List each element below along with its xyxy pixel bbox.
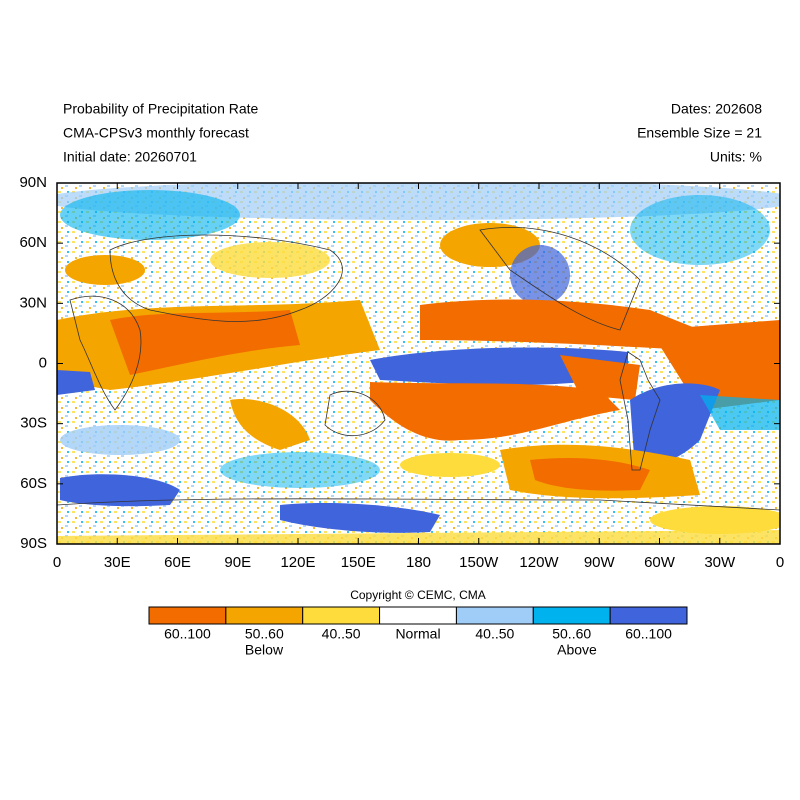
legend-swatch — [455, 606, 534, 625]
title-line: CMA-CPSv3 monthly forecast — [63, 125, 249, 141]
info-line: Units: % — [710, 149, 762, 165]
legend-swatch — [302, 606, 381, 625]
lat-label: 30N — [19, 294, 47, 311]
legend: 60..100 50..60 40..50 Normal 40..50 50..60 60.… — [148, 606, 688, 642]
blue-patch — [630, 195, 770, 265]
yellow-patch — [400, 453, 500, 477]
blue-region — [630, 383, 720, 470]
blue-region — [280, 503, 440, 533]
lon-label: 30E — [104, 554, 131, 571]
lat-label: 30S — [20, 415, 47, 432]
lat-label: 90S — [20, 535, 47, 552]
info-line: Dates: 202608 — [671, 101, 762, 117]
yellow-patch — [650, 506, 780, 534]
blue-patch — [510, 245, 570, 305]
legend-label: 60..100 — [625, 626, 672, 642]
orange-region — [370, 382, 620, 441]
orange-region — [650, 320, 780, 410]
blue-patch — [220, 452, 380, 488]
lat-label: 60S — [20, 475, 47, 492]
legend-group: Above — [557, 642, 597, 658]
legend-swatch — [225, 606, 304, 625]
info-line: Ensemble Size = 21 — [637, 125, 762, 141]
blue-patch — [60, 425, 180, 455]
legend-swatch — [148, 606, 227, 625]
coastline — [57, 498, 780, 511]
lon-label: 90W — [584, 554, 616, 571]
lon-label: 30W — [704, 554, 736, 571]
lon-label: 120E — [280, 554, 315, 571]
lon-label: 150W — [459, 554, 499, 571]
legend-swatch — [379, 606, 457, 625]
lon-label: 150E — [341, 554, 376, 571]
coastline — [479, 227, 641, 331]
blue-region — [700, 395, 780, 430]
orange-region — [560, 355, 640, 400]
map-field — [57, 183, 780, 544]
lon-label: 90E — [224, 554, 251, 571]
lat-label: 0 — [39, 354, 47, 371]
coastline — [324, 390, 386, 437]
blue-region — [57, 370, 95, 395]
axis-ticks: 90N 60N 30N 0 30S 60S 90S 0 30E 60E 90E 120E 150E 180… — [19, 174, 784, 571]
copyright: Copyright © CEMC, CMA — [350, 588, 486, 602]
coastline — [109, 234, 343, 322]
lon-label: 120W — [519, 554, 559, 571]
coastline — [69, 296, 142, 411]
orange-patch — [440, 223, 540, 267]
blue-patch — [60, 190, 240, 240]
lon-label: 60W — [644, 554, 676, 571]
orange-region — [530, 458, 650, 491]
orange-region — [420, 299, 700, 350]
lon-label: 60E — [164, 554, 191, 571]
legend-label: 50..60 — [245, 626, 284, 642]
title-line: Initial date: 20260701 — [63, 149, 197, 165]
legend-swatch — [532, 606, 611, 625]
yellow-patch — [210, 242, 330, 278]
orange-region — [230, 399, 310, 450]
lon-label: 180 — [406, 554, 431, 571]
orange-region — [110, 310, 300, 375]
coastline — [619, 351, 661, 471]
lat-label: 90N — [19, 174, 47, 191]
legend-label: 40..50 — [322, 626, 361, 642]
legend-swatch — [609, 606, 688, 625]
legend-group: Below — [245, 642, 284, 658]
blue-region — [60, 474, 180, 507]
legend-label: 40..50 — [475, 626, 514, 642]
legend-label: Normal — [395, 626, 440, 642]
lon-label: 0 — [53, 554, 61, 571]
lon-label: 0 — [776, 554, 784, 571]
title-line: Probability of Precipitation Rate — [63, 101, 259, 117]
orange-patch — [65, 255, 145, 285]
legend-label: 60..100 — [164, 626, 211, 642]
legend-label: 50..60 — [552, 626, 591, 642]
lat-label: 60N — [19, 234, 47, 251]
